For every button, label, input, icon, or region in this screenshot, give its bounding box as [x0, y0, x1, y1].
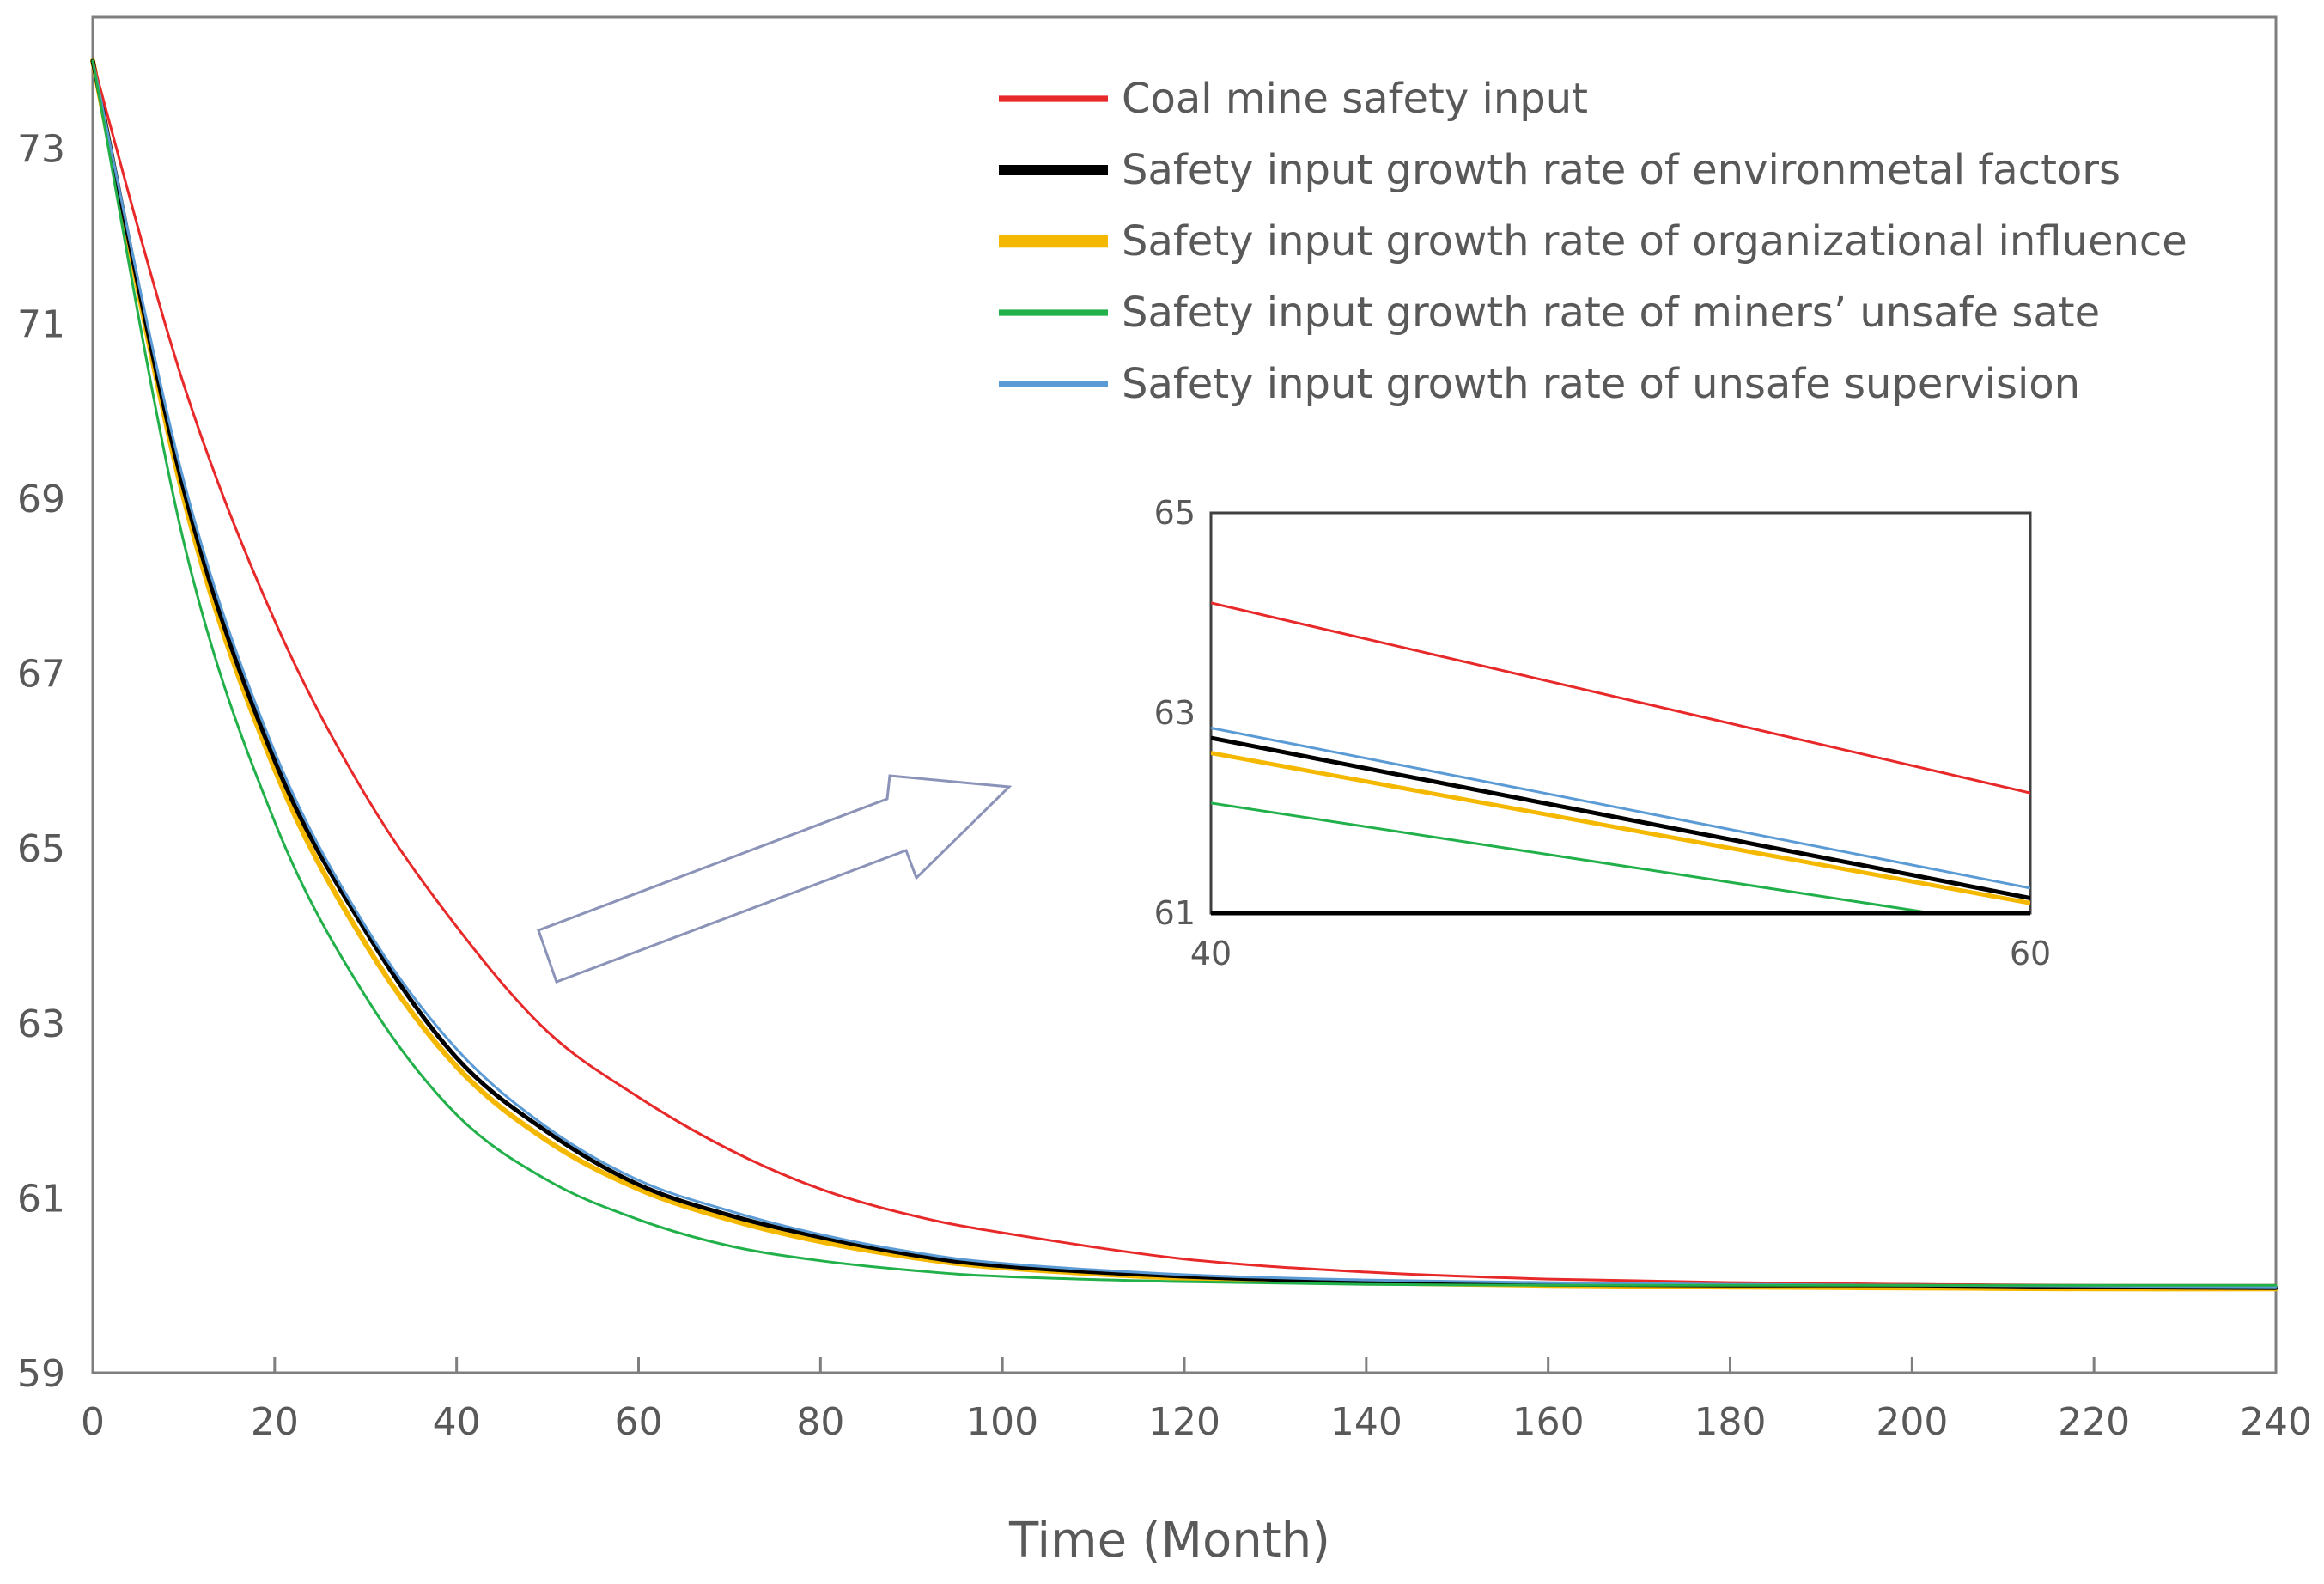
legend-label-4: Safety input growth rate of miners’ unsa… — [1122, 289, 2100, 337]
x-tick-label: 180 — [1694, 1400, 1767, 1444]
x-tick-label: 40 — [433, 1400, 481, 1444]
inset-y-tick-label: 65 — [1154, 494, 1195, 532]
y-tick-label: 61 — [17, 1177, 65, 1221]
x-tick-label: 80 — [796, 1400, 844, 1444]
inset-line-3 — [1211, 751, 2030, 905]
inset-x-tick-label: 60 — [2010, 935, 2051, 972]
inset-line-2 — [1211, 735, 2030, 900]
inset-line-4 — [1211, 801, 1941, 913]
y-tick-label: 67 — [17, 653, 65, 697]
inset-frame — [1209, 511, 2032, 915]
y-tick-label: 73 — [17, 128, 65, 172]
zoom-arrow-icon — [537, 774, 1013, 984]
x-tick-label: 200 — [1876, 1400, 1948, 1444]
inset-y-tick-label: 61 — [1154, 894, 1195, 932]
x-tick-label: 240 — [2240, 1400, 2312, 1444]
x-tick-label: 60 — [615, 1400, 663, 1444]
legend-label-3: Safety input growth rate of organization… — [1122, 217, 2187, 265]
inset-line-5 — [1211, 727, 2030, 890]
legend-label-1: Coal mine safety input — [1122, 75, 1588, 123]
y-tick-label: 71 — [17, 302, 65, 346]
x-tick-label: 220 — [2058, 1400, 2130, 1444]
x-axis-title: Time (Month) — [1008, 1513, 1330, 1569]
legend-label-2: Safety input growth rate of environmetal… — [1122, 146, 2120, 194]
inset-line-1 — [1211, 601, 2030, 795]
x-tick-label: 120 — [1148, 1400, 1220, 1444]
x-tick-label: 140 — [1330, 1400, 1402, 1444]
x-tick-label: 0 — [81, 1400, 105, 1444]
x-tick-label: 20 — [251, 1400, 299, 1444]
y-tick-label: 59 — [17, 1352, 65, 1396]
y-tick-label: 65 — [17, 827, 65, 871]
legend-label-5: Safety input growth rate of unsafe super… — [1122, 360, 2080, 408]
x-tick-label: 100 — [966, 1400, 1038, 1444]
series-line-1 — [91, 59, 2278, 1287]
x-tick-label: 160 — [1512, 1400, 1585, 1444]
y-tick-label: 69 — [17, 478, 65, 521]
y-tick-label: 63 — [17, 1002, 65, 1046]
inset-y-tick-label: 63 — [1154, 694, 1195, 732]
series-line-4 — [91, 59, 2278, 1287]
inset-x-tick-label: 40 — [1190, 935, 1232, 972]
